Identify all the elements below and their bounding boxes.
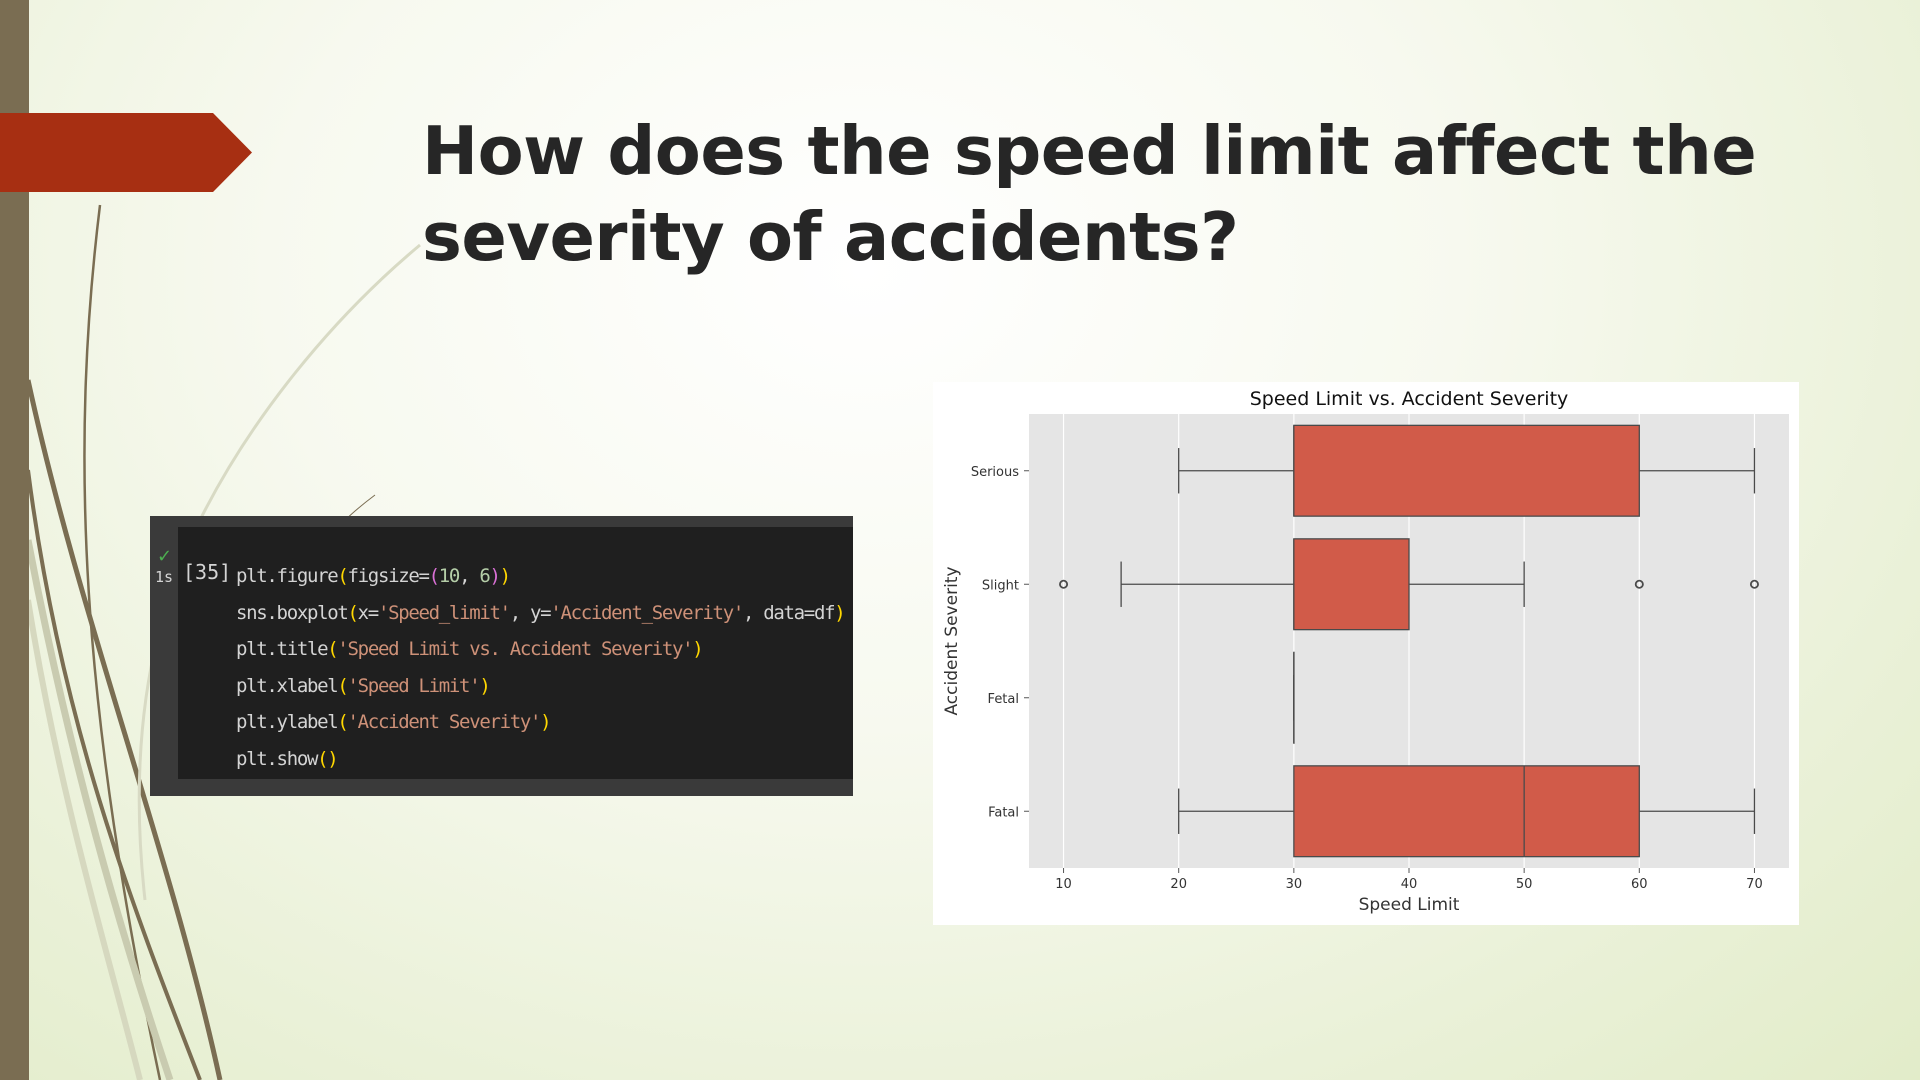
code-token: 'Speed Limit' xyxy=(347,674,481,697)
box-fatal xyxy=(1293,765,1640,858)
y-tick-label: Serious xyxy=(971,465,1019,480)
code-token: x= xyxy=(357,601,380,624)
y-axis-label: Accident Severity xyxy=(942,566,962,715)
code-editor[interactable]: [35] plt.figure(figsize=(10, 6)) sns.boxp… xyxy=(178,527,853,779)
code-token: ( xyxy=(428,565,440,587)
code-token: 'Accident_Severity' xyxy=(550,601,744,624)
code-token: ( xyxy=(337,674,348,697)
code-token: , data=df xyxy=(742,601,836,624)
code-token: ( xyxy=(347,601,359,624)
code-line: plt.show() xyxy=(236,741,844,778)
x-tick-label: 10 xyxy=(1055,877,1072,892)
outlier-point xyxy=(1634,579,1644,589)
code-line: sns.boxplot(x='Speed_limit', y='Accident… xyxy=(236,595,846,632)
slide-title-line-2: severity of accidents? xyxy=(422,198,1239,276)
code-token: 'Speed Limit vs. Accident Severity' xyxy=(337,638,693,661)
code-token: () xyxy=(317,747,339,770)
code-token: ) xyxy=(834,601,845,624)
y-tick-label: Fetal xyxy=(988,692,1019,707)
code-token: ) xyxy=(489,565,501,587)
box-serious xyxy=(1293,424,1640,517)
execution-count: [35] xyxy=(183,560,232,584)
title-arrow-shape xyxy=(0,113,252,192)
slide-title: How does the speed limit affect the seve… xyxy=(422,108,1802,280)
x-tick-label: 50 xyxy=(1516,877,1533,892)
code-token: plt.ylabel xyxy=(236,711,339,734)
code-token: , y= xyxy=(509,601,552,624)
code-token: 'Speed_limit' xyxy=(377,601,511,624)
code-token: , xyxy=(459,565,480,587)
x-tick-label: 40 xyxy=(1401,877,1418,892)
x-tick-label: 60 xyxy=(1631,877,1648,892)
code-token: plt.xlabel xyxy=(236,674,339,697)
code-line: plt.title('Speed Limit vs. Accident Seve… xyxy=(236,631,844,668)
x-tick-label: 20 xyxy=(1170,877,1187,892)
x-tick-label: 70 xyxy=(1746,877,1763,892)
code-line: plt.figure(figsize=(10, 6)) xyxy=(236,558,844,595)
code-token: plt.show xyxy=(236,747,318,770)
code-token: figsize= xyxy=(347,565,430,587)
run-success-check-icon: ✓ xyxy=(157,546,173,567)
notebook-code-cell[interactable]: ✓ 1s [35] plt.figure(figsize=(10, 6)) sns… xyxy=(150,516,853,796)
box-slight xyxy=(1293,538,1410,631)
code-token: plt.title xyxy=(236,638,329,661)
code-token: sns.boxplot xyxy=(236,601,349,624)
code-token: ) xyxy=(540,711,551,734)
code-token: ) xyxy=(479,674,490,697)
slide-title-line-1: How does the speed limit affect the xyxy=(422,112,1757,190)
code-line: plt.ylabel('Accident Severity') xyxy=(236,704,844,741)
code-token: 'Accident Severity' xyxy=(347,711,542,734)
code-token: 10 xyxy=(438,565,461,587)
x-axis-label: Speed Limit xyxy=(1359,895,1460,915)
y-tick-label: Fatal xyxy=(988,805,1019,820)
code-token: ( xyxy=(327,638,338,661)
cell-gutter: ✓ 1s xyxy=(150,516,178,796)
outlier-point xyxy=(1059,579,1069,589)
code-token: 6 xyxy=(479,565,490,587)
run-time-label: 1s xyxy=(155,568,174,586)
code-line: plt.xlabel('Speed Limit') xyxy=(236,668,844,705)
code-token: ) xyxy=(692,638,703,661)
code-token: ( xyxy=(337,565,348,587)
y-tick-label: Slight xyxy=(982,578,1019,593)
code-lines: plt.figure(figsize=(10, 6)) sns.boxplot(x… xyxy=(236,558,846,778)
code-token: plt.figure xyxy=(236,565,339,587)
outlier-point xyxy=(1749,579,1759,589)
code-token: ) xyxy=(499,565,511,587)
x-tick-label: 30 xyxy=(1286,877,1303,892)
boxplot-chart: Serious Slight Fetal Fatal 10 20 30 40 50 60 70 Spe… xyxy=(942,388,1789,915)
chart-panel: Serious Slight Fetal Fatal 10 20 30 40 50 60 70 Spe… xyxy=(933,382,1799,925)
code-token: ( xyxy=(337,711,348,734)
chart-title: Speed Limit vs. Accident Severity xyxy=(1250,388,1569,410)
